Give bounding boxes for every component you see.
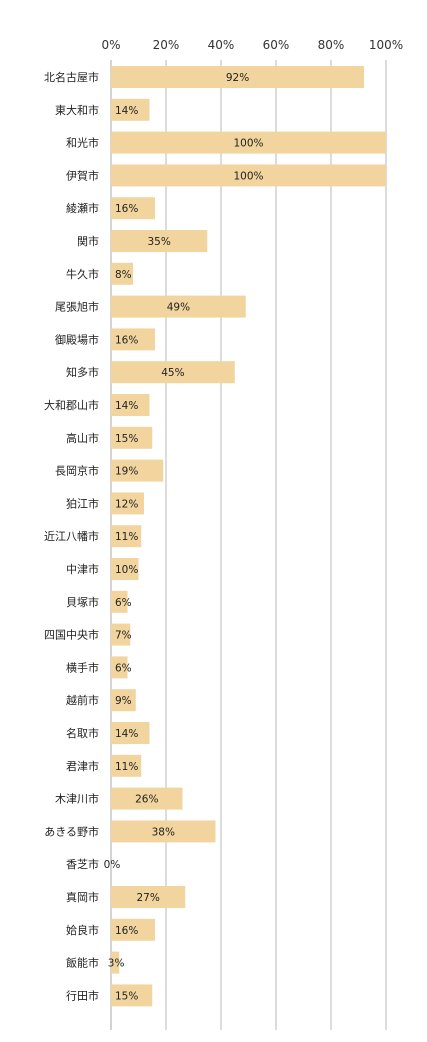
category-label: 和光市 (66, 136, 99, 150)
category-label: あきる野市 (44, 824, 99, 838)
data-label: 92% (226, 72, 249, 84)
bar (111, 230, 208, 252)
data-label: 26% (135, 794, 158, 806)
data-label: 49% (167, 302, 190, 314)
bar (111, 492, 144, 515)
bar (111, 164, 386, 187)
bar (111, 918, 155, 941)
data-label: 100% (233, 138, 263, 150)
category-label: 横手市 (66, 660, 99, 674)
category-label: 狛江市 (66, 496, 99, 510)
data-label: 100% (233, 170, 263, 182)
x-tick-label: 40% (208, 38, 235, 52)
data-label: 14% (115, 728, 138, 740)
category-label: 中津市 (66, 562, 99, 576)
bar-layer (111, 66, 386, 1007)
category-label: 東大和市 (55, 103, 99, 117)
category-label: 伊賀市 (66, 168, 99, 182)
category-label: 貝塚市 (66, 595, 99, 609)
bar (111, 426, 153, 449)
category-label: 尾張旭市 (55, 300, 99, 314)
bar (111, 754, 142, 777)
bar (111, 361, 235, 384)
bar (111, 820, 216, 843)
data-label: 10% (115, 564, 138, 576)
category-label: 木津川市 (55, 792, 99, 806)
bar (111, 656, 128, 679)
bar (111, 262, 133, 285)
category-label: 行田市 (66, 988, 99, 1002)
category-label: 高山市 (66, 431, 99, 445)
category-label: 越前市 (66, 693, 99, 707)
data-label: 27% (136, 892, 159, 904)
data-label: 38% (152, 826, 175, 838)
data-label: 3% (108, 958, 125, 970)
data-label: 45% (161, 367, 184, 379)
x-tick-label: 100% (369, 38, 403, 52)
bar (111, 295, 246, 318)
data-label: 8% (115, 269, 132, 281)
bar (111, 328, 155, 351)
data-label: 14% (115, 105, 138, 117)
bar (111, 689, 136, 712)
data-label: 15% (115, 433, 138, 445)
category-label: 北名古屋市 (44, 70, 99, 84)
category-label: 近江八幡市 (44, 529, 99, 543)
bar (111, 590, 128, 613)
x-tick-label: 60% (263, 38, 290, 52)
x-tick-label: 20% (153, 38, 180, 52)
bar (111, 66, 364, 88)
data-label: 35% (147, 236, 170, 248)
category-label: 四国中央市 (44, 628, 99, 642)
category-label: 綾瀬市 (66, 201, 99, 215)
category-label: 名取市 (66, 726, 99, 740)
label-layer: 0% 20% 40% 60% 80% 100% 北名古屋市 92% 東大和市 14% 和光市 100%… (44, 38, 403, 1002)
bar (111, 886, 186, 908)
category-label: 真岡市 (66, 890, 99, 904)
category-label: 大和郡山市 (44, 398, 99, 412)
bar (111, 459, 164, 482)
bar (111, 98, 150, 121)
x-tick-label: 0% (101, 38, 120, 52)
bar (111, 394, 150, 416)
bar (111, 722, 150, 744)
data-label: 16% (115, 334, 138, 346)
category-label: 姶良市 (66, 923, 99, 937)
category-label: 君津市 (66, 759, 99, 773)
category-label: 香芝市 (66, 857, 99, 871)
data-label: 12% (115, 498, 138, 510)
category-label: 長岡京市 (55, 464, 99, 478)
data-label: 11% (115, 531, 138, 543)
data-label: 14% (115, 400, 138, 412)
x-tick-label: 80% (318, 38, 345, 52)
data-label: 16% (115, 925, 138, 937)
bar (111, 787, 183, 810)
category-label: 知多市 (66, 365, 99, 379)
data-label: 0% (104, 859, 121, 871)
bar (111, 525, 142, 548)
data-label: 7% (115, 630, 132, 642)
bar (111, 131, 386, 154)
data-label: 15% (115, 990, 138, 1002)
category-label: 飯能市 (66, 956, 99, 970)
bar (111, 984, 153, 1007)
data-label: 16% (115, 203, 138, 215)
data-label: 6% (115, 662, 132, 674)
data-label: 11% (115, 761, 138, 773)
bar (111, 197, 155, 220)
bar (111, 623, 131, 646)
category-label: 関市 (77, 234, 99, 248)
bar (111, 558, 139, 580)
data-label: 6% (115, 597, 132, 609)
category-label: 御殿場市 (55, 332, 99, 346)
bar (111, 951, 120, 974)
data-label: 19% (115, 466, 138, 478)
category-label: 牛久市 (66, 267, 99, 281)
data-label: 9% (115, 695, 132, 707)
